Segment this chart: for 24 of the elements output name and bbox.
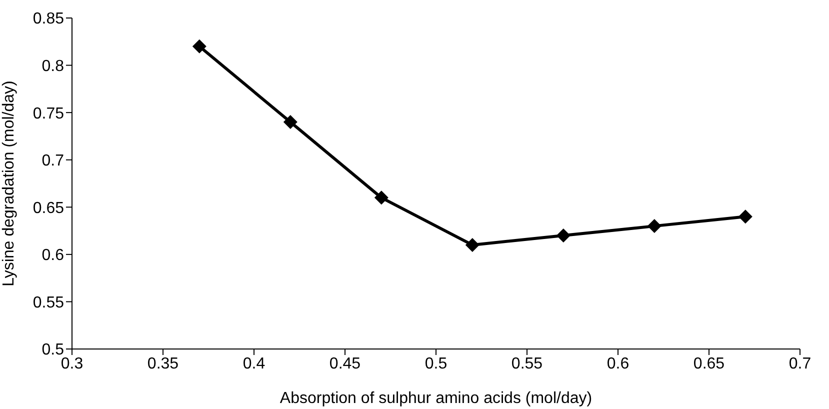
y-tick-label: 0.7 <box>42 152 64 170</box>
y-tick-label: 0.75 <box>32 105 64 122</box>
x-tick-label: 0.55 <box>511 355 543 372</box>
y-axis-title: Lysine degradation (mol/day) <box>0 80 18 286</box>
point <box>647 219 662 234</box>
x-tick-label: 0.5 <box>424 355 448 372</box>
point <box>556 228 570 243</box>
x-tick-label: 0.7 <box>788 355 812 372</box>
point <box>283 115 298 130</box>
point <box>192 39 206 54</box>
y-tick-label: 0.85 <box>32 10 64 28</box>
point <box>738 210 752 224</box>
point <box>374 190 388 205</box>
point <box>465 238 480 252</box>
x-tick-label: 0.45 <box>329 355 361 372</box>
x-tick-label: 0.65 <box>693 355 725 372</box>
y-tick-label: 0.8 <box>42 58 64 75</box>
x-tick-label: 0.6 <box>606 355 630 372</box>
y-tick-label: 0.65 <box>32 200 64 217</box>
y-tick-label: 0.55 <box>32 294 64 312</box>
x-tick-label: 0.35 <box>147 355 179 372</box>
x-axis-title: Absorption of sulphur amino acids (mol/day) <box>280 390 592 407</box>
y-tick-label: 0.6 <box>42 247 64 264</box>
x-tick-label: 0.4 <box>242 355 266 372</box>
